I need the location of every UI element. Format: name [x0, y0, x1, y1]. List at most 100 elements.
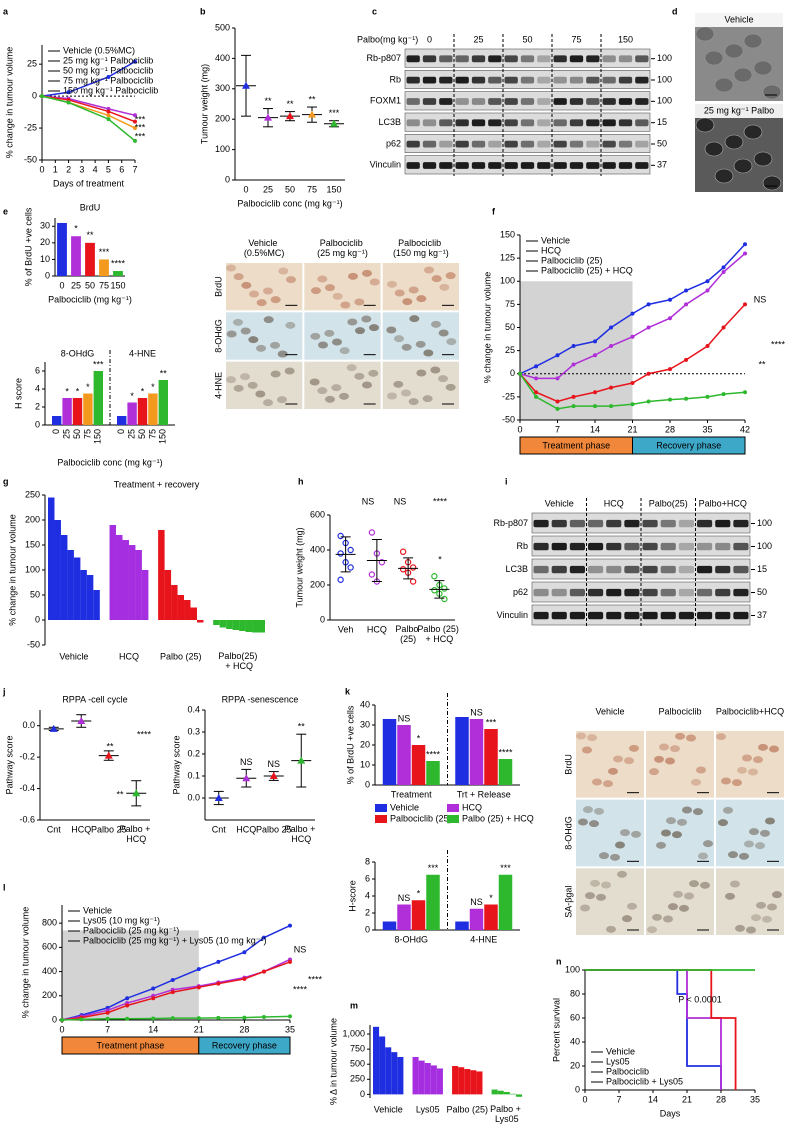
- group-label: Vehicle: [59, 651, 88, 661]
- significance: *: [76, 386, 80, 396]
- band: [569, 162, 584, 169]
- significance: ***: [329, 108, 340, 118]
- band: [520, 98, 535, 105]
- x-tick-label: 150: [110, 280, 125, 290]
- nucleus: [696, 766, 706, 774]
- vacuole: [695, 26, 715, 42]
- y-tick-label: -0.6: [19, 814, 35, 824]
- micrograph: [646, 868, 714, 935]
- significance: **: [298, 722, 306, 732]
- point: [571, 394, 576, 399]
- band: [471, 162, 486, 169]
- nucleus: [603, 780, 613, 788]
- group-label: 4-HNE: [129, 348, 156, 358]
- micrograph: [382, 263, 459, 311]
- band: [553, 119, 567, 127]
- nucleus: [608, 767, 618, 775]
- band: [618, 140, 633, 148]
- bar: [80, 570, 87, 620]
- y-tick-label: -50: [24, 154, 37, 164]
- bar-label: 75: [147, 429, 157, 439]
- nucleus: [578, 818, 588, 826]
- band: [422, 140, 437, 148]
- x-tick-label: 35: [285, 1024, 295, 1034]
- significance: NS: [398, 713, 411, 723]
- label-line: + HCQ: [225, 661, 253, 671]
- point: [534, 390, 539, 395]
- significance: *: [74, 224, 78, 234]
- band: [586, 140, 600, 148]
- nucleus: [700, 881, 710, 889]
- group-label: 8-OHdG: [394, 934, 428, 944]
- point: [133, 119, 137, 124]
- nucleus: [311, 287, 321, 295]
- marker: [297, 756, 306, 764]
- vacuole: [743, 124, 763, 140]
- nucleus: [753, 756, 763, 764]
- y-axis-label: % change in tumour volume: [7, 514, 17, 626]
- panel-letter: n: [556, 956, 562, 966]
- band: [678, 542, 694, 551]
- nucleus: [606, 925, 616, 933]
- band: [533, 519, 549, 528]
- y-axis-label: Tumour weight (mg): [199, 64, 209, 144]
- y-tick-label: 0: [52, 1014, 57, 1024]
- band: [569, 119, 584, 127]
- point: [216, 959, 221, 964]
- band: [520, 162, 535, 169]
- y-tick-label: 10: [360, 759, 370, 769]
- nucleus: [622, 915, 632, 923]
- size-label: 37: [657, 160, 667, 170]
- band: [520, 55, 535, 63]
- x-tick-label: 14: [590, 424, 600, 434]
- nucleus: [666, 817, 676, 825]
- nucleus: [592, 778, 602, 786]
- band: [439, 98, 453, 105]
- band: [602, 162, 616, 169]
- y-tick-label: 200: [310, 579, 325, 589]
- point: [216, 981, 221, 986]
- nucleus: [277, 396, 287, 404]
- x-tick-label: 35: [702, 424, 712, 434]
- point: [646, 325, 651, 330]
- bar: [498, 759, 513, 785]
- point: [133, 126, 137, 131]
- group-label: Palbo (25): [446, 1104, 488, 1114]
- nucleus: [438, 375, 448, 383]
- image-label: Vehicle: [724, 14, 753, 24]
- annotation: ****: [137, 729, 152, 739]
- band: [520, 76, 535, 84]
- point: [630, 402, 635, 407]
- nucleus: [423, 349, 434, 357]
- y-tick-label: 2: [365, 907, 370, 917]
- nucleus: [226, 330, 237, 338]
- band: [733, 542, 749, 551]
- bar: [397, 1056, 404, 1095]
- y-tick-label: 400: [310, 544, 325, 554]
- label-bg: [695, 104, 783, 118]
- point: [125, 1003, 130, 1008]
- x-tick-label: 28: [239, 1024, 249, 1034]
- significance: NS: [470, 707, 483, 717]
- band: [406, 98, 420, 105]
- band: [606, 519, 622, 528]
- point: [60, 1018, 64, 1022]
- micrograph: [576, 868, 644, 935]
- size-label: 15: [657, 117, 667, 127]
- nucleus: [617, 870, 627, 878]
- band: [533, 611, 549, 620]
- nucleus: [723, 806, 733, 814]
- point: [630, 334, 635, 339]
- nucleus: [703, 840, 713, 848]
- band: [551, 565, 567, 574]
- y-tick-label: 500: [350, 1059, 365, 1069]
- point: [196, 1016, 201, 1021]
- chart-title: Treatment + recovery: [114, 479, 200, 489]
- y-tick-label: -50: [502, 414, 515, 424]
- band: [733, 519, 749, 528]
- row-label: LC3B: [505, 564, 528, 574]
- nucleus: [284, 367, 295, 375]
- label-bg: [695, 13, 783, 27]
- band: [606, 565, 622, 574]
- x-tick-label: 14: [148, 1024, 158, 1034]
